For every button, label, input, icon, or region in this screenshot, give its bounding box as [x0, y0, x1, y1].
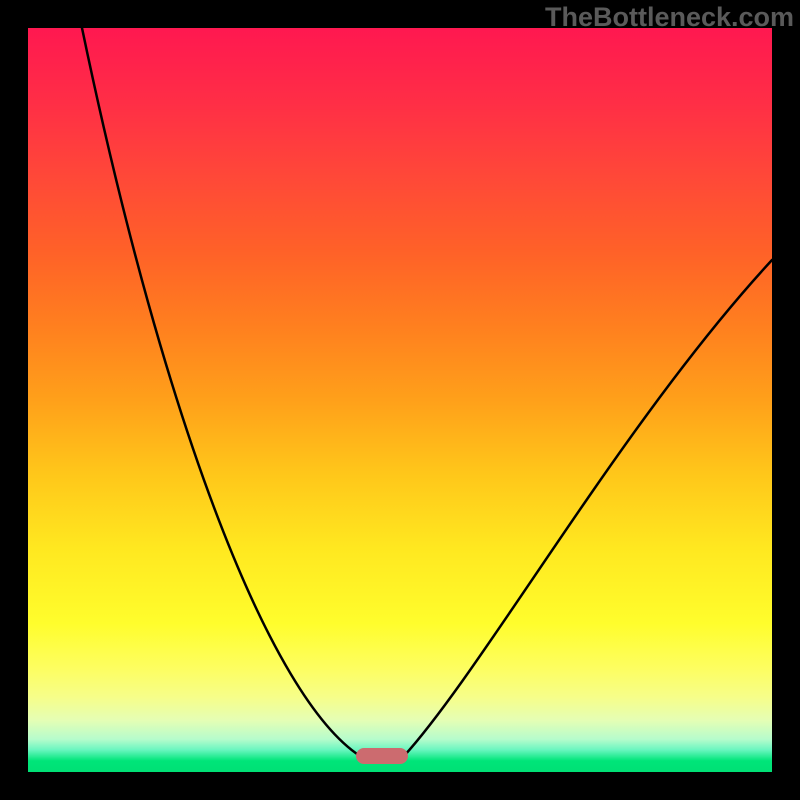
watermark-text: TheBottleneck.com — [545, 2, 794, 33]
optimum-marker — [356, 748, 408, 764]
frame-bottom — [0, 772, 800, 800]
frame-left — [0, 0, 28, 800]
bottleneck-curve — [0, 0, 800, 800]
frame-right — [772, 0, 800, 800]
